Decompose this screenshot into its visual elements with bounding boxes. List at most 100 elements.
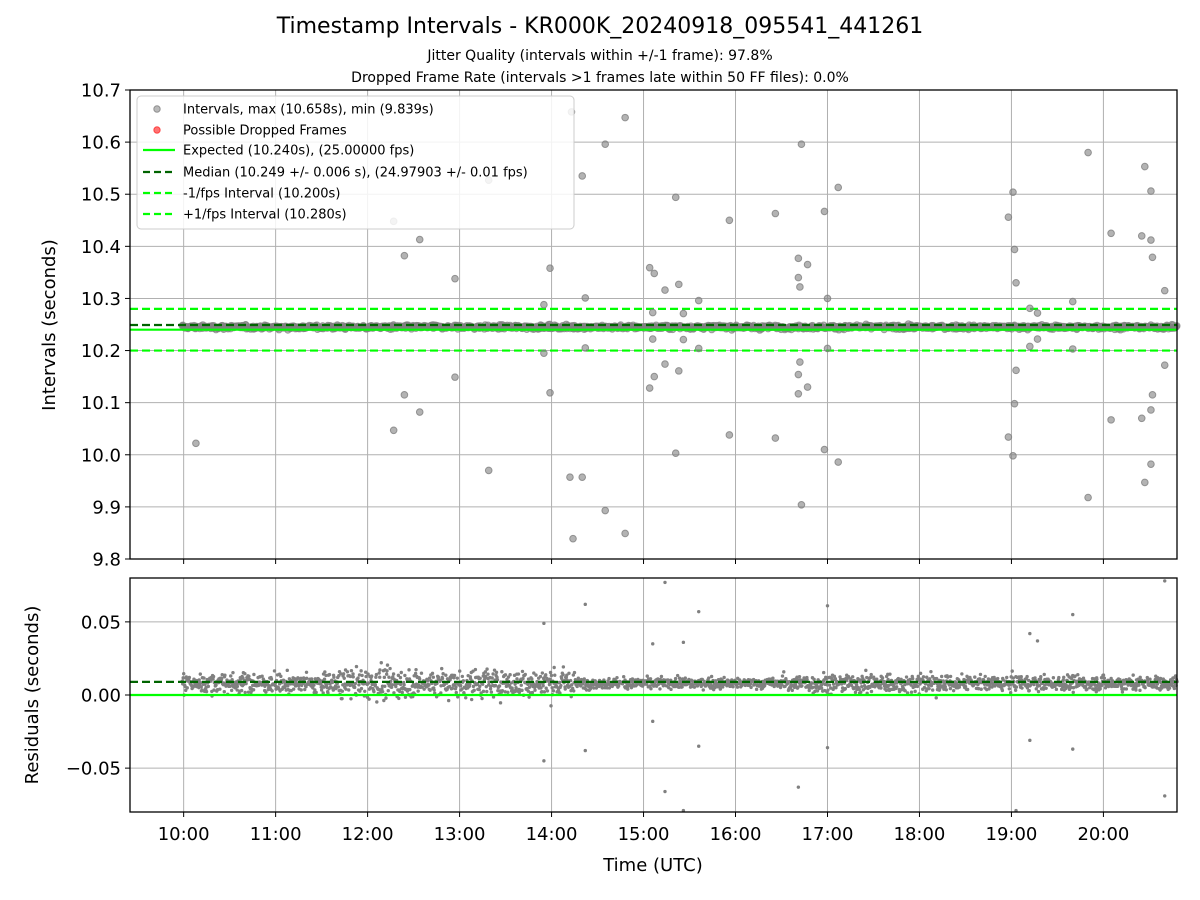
x-tick-label-4: 14:00 bbox=[526, 824, 578, 845]
outlier-point-19 bbox=[578, 473, 587, 481]
residual-point bbox=[648, 677, 653, 681]
outlier-point-74 bbox=[1068, 297, 1077, 306]
outlier-point-31 bbox=[648, 335, 657, 343]
residual-point bbox=[382, 675, 387, 680]
residual-point bbox=[450, 686, 455, 691]
residual-point bbox=[731, 684, 735, 689]
residual-point bbox=[1167, 686, 1172, 690]
residual-point bbox=[461, 679, 466, 683]
outlier-point-34 bbox=[671, 193, 680, 202]
residual-point bbox=[782, 670, 786, 674]
top-panel-frame bbox=[129, 89, 1178, 560]
residual-point bbox=[944, 688, 948, 692]
residual-point bbox=[675, 673, 680, 678]
residual-point bbox=[279, 674, 283, 679]
dropped-frame-rate-subtitle: Dropped Frame Rate (intervals >1 frames … bbox=[351, 70, 849, 86]
legend-minus-fps-label: -1/fps Interval (10.200s) bbox=[183, 187, 340, 202]
residual-point bbox=[235, 688, 239, 692]
outlier-point-79 bbox=[1107, 416, 1115, 424]
residual-point bbox=[677, 676, 682, 680]
residual-outlier-8 bbox=[681, 640, 686, 645]
outlier-point-35 bbox=[671, 449, 680, 458]
residual-point bbox=[498, 701, 503, 705]
residual-point bbox=[323, 670, 327, 674]
x-tick-label-0: 10:00 bbox=[158, 824, 210, 845]
top-y-tick-label-6: 10.4 bbox=[81, 237, 121, 258]
residual-point bbox=[827, 683, 832, 687]
residual-point bbox=[198, 672, 203, 676]
residual-point bbox=[408, 687, 412, 692]
residual-point bbox=[930, 688, 935, 692]
outlier-point-22 bbox=[601, 140, 610, 148]
residual-point bbox=[658, 687, 662, 691]
residual-outlier-16 bbox=[1028, 631, 1032, 636]
residual-point bbox=[478, 684, 482, 689]
residual-point bbox=[735, 685, 740, 689]
outlier-point-91 bbox=[1160, 361, 1169, 369]
residual-point bbox=[533, 688, 537, 692]
residual-point bbox=[996, 676, 1000, 681]
residual-point bbox=[506, 690, 510, 694]
residual-point bbox=[491, 672, 495, 676]
residual-point bbox=[384, 696, 388, 700]
residual-point bbox=[709, 674, 714, 679]
outlier-point-44 bbox=[771, 209, 780, 218]
residual-point bbox=[235, 684, 240, 689]
residual-point bbox=[345, 670, 350, 674]
top-panel-y-axis-label: Intervals (seconds) bbox=[39, 239, 60, 411]
residual-point bbox=[1071, 690, 1075, 695]
outlier-point-88 bbox=[1148, 253, 1157, 262]
residual-point bbox=[375, 700, 379, 704]
outlier-point-40 bbox=[694, 296, 703, 305]
residual-point bbox=[493, 683, 498, 688]
residual-point bbox=[407, 668, 411, 672]
residual-point bbox=[973, 675, 977, 679]
residual-point bbox=[399, 670, 403, 675]
residual-point bbox=[519, 683, 523, 687]
residual-point bbox=[520, 688, 524, 693]
residual-point bbox=[582, 677, 586, 681]
outlier-point-42 bbox=[725, 216, 734, 225]
residual-point bbox=[440, 666, 444, 671]
residual-point bbox=[269, 677, 274, 681]
bottom-panel-y-ticks: −0.05 0.00 0.05 bbox=[66, 612, 130, 780]
outlier-point-38 bbox=[679, 309, 688, 318]
residual-point bbox=[264, 690, 268, 694]
residual-point bbox=[1005, 675, 1009, 680]
residual-point bbox=[388, 666, 392, 671]
residual-point bbox=[187, 675, 192, 680]
residual-point bbox=[485, 689, 489, 694]
residual-point bbox=[909, 690, 914, 694]
residual-point bbox=[683, 676, 687, 680]
residual-point bbox=[1134, 688, 1138, 692]
residual-point bbox=[559, 676, 564, 681]
residual-point bbox=[521, 676, 525, 681]
residual-point bbox=[545, 689, 550, 693]
residual-point bbox=[978, 672, 983, 677]
outlier-point-84 bbox=[1147, 187, 1155, 195]
outlier-point-58 bbox=[823, 294, 832, 303]
residual-point bbox=[1098, 687, 1102, 691]
residual-point bbox=[1138, 675, 1142, 680]
residual-point bbox=[692, 685, 697, 689]
outlier-point-47 bbox=[794, 370, 803, 379]
outlier-point-81 bbox=[1137, 414, 1146, 423]
residual-outlier-22 bbox=[1163, 794, 1167, 798]
residual-point bbox=[397, 696, 401, 701]
residual-point bbox=[1010, 669, 1014, 673]
residual-point bbox=[1102, 676, 1107, 680]
residual-point bbox=[202, 676, 206, 680]
outlier-point-82 bbox=[1141, 162, 1149, 171]
residual-point bbox=[416, 689, 420, 693]
top-y-tick-label-9: 10.7 bbox=[81, 81, 121, 102]
residual-point bbox=[1044, 686, 1048, 690]
residual-point bbox=[552, 665, 556, 670]
residual-point bbox=[904, 675, 909, 679]
outlier-point-51 bbox=[796, 358, 804, 366]
top-y-tick-label-2: 10.0 bbox=[81, 445, 121, 466]
residual-point bbox=[223, 673, 227, 677]
residual-point bbox=[431, 675, 436, 679]
residual-point bbox=[869, 689, 874, 694]
residual-point bbox=[184, 688, 188, 693]
